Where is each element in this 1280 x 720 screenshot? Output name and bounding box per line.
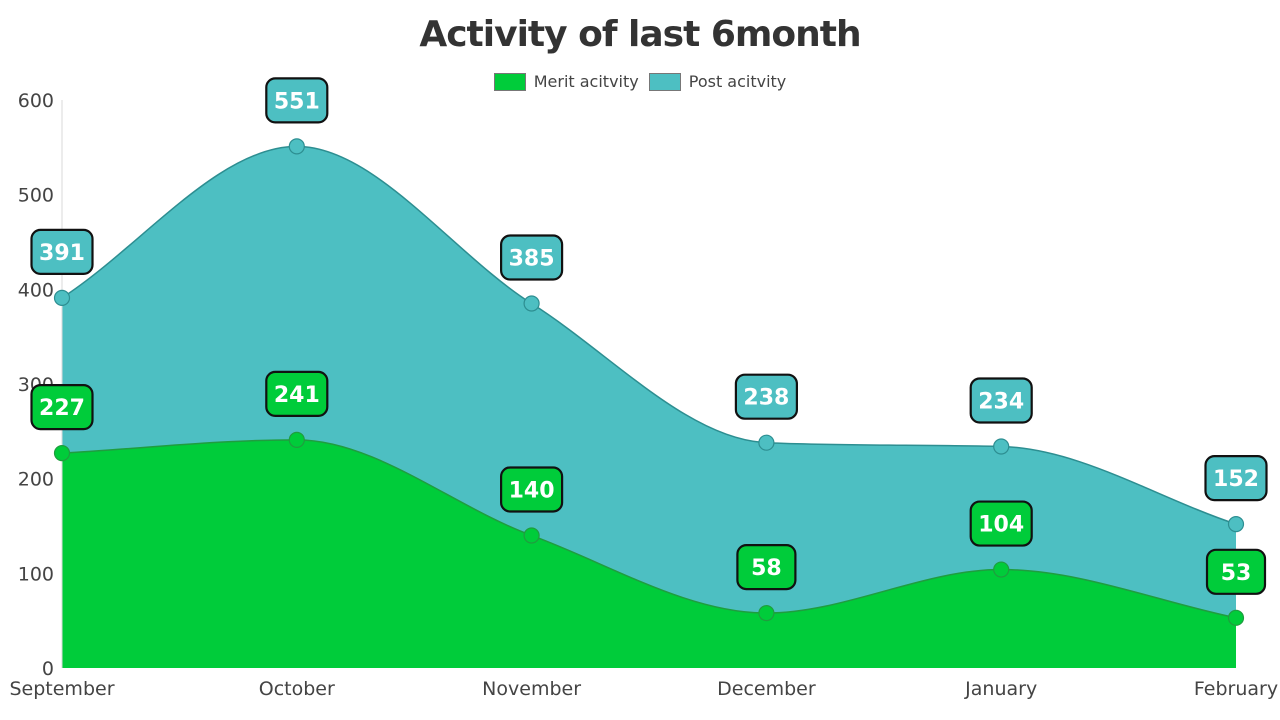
post-point[interactable] (288, 138, 305, 155)
post-data-label: 551 (274, 89, 320, 114)
merit-data-label-box (500, 466, 564, 513)
merit-point[interactable] (523, 527, 540, 544)
x-tick-label: February (1194, 678, 1278, 700)
chart-title: Activity of last 6month (419, 14, 861, 55)
legend-item-merit[interactable]: Merit acitvity (493, 72, 639, 91)
merit-data-label-box (736, 543, 797, 591)
post-line (61, 145, 1237, 525)
merit-data-label: 140 (509, 478, 555, 503)
post-point[interactable] (53, 289, 71, 306)
y-tick-label: 200 (18, 469, 54, 491)
merit-data-label: 104 (978, 513, 1024, 538)
post-data-label: 385 (509, 247, 555, 272)
post-data-label-box (500, 234, 564, 281)
post-point[interactable] (523, 295, 540, 312)
x-tick-label: January (964, 678, 1037, 700)
legend-swatch-post (648, 72, 681, 91)
post-point[interactable] (758, 434, 775, 451)
merit-point[interactable] (288, 431, 305, 448)
legend-swatch-merit (493, 72, 526, 91)
legend-label-merit: Merit acitvity (533, 72, 639, 91)
x-tick-label: October (259, 678, 335, 700)
merit-point[interactable] (993, 561, 1010, 578)
merit-data-label: 227 (39, 396, 85, 421)
legend: Merit acitvity Post acitvity (0, 72, 1280, 91)
x-tick-label: November (482, 678, 581, 700)
post-data-label-box (30, 228, 94, 275)
merit-data-label-box (969, 500, 1033, 547)
post-data-label: 391 (39, 241, 85, 266)
merit-data-label-box (30, 384, 94, 431)
post-point[interactable] (993, 438, 1010, 455)
post-data-label: 234 (978, 389, 1024, 414)
legend-label-post: Post acitvity (688, 72, 787, 91)
post-data-label: 238 (743, 386, 789, 411)
merit-point[interactable] (53, 445, 71, 462)
post-data-label-box (265, 77, 329, 124)
y-tick-label: 100 (18, 563, 54, 585)
merit-point[interactable] (758, 604, 775, 622)
post-data-label: 152 (1213, 467, 1259, 492)
merit-data-label: 53 (1221, 561, 1252, 586)
merit-area (62, 439, 1236, 668)
merit-data-label: 241 (274, 383, 320, 408)
merit-data-label-box (265, 370, 329, 417)
y-tick-label: 0 (42, 658, 54, 680)
y-tick-label: 600 (18, 90, 54, 112)
merit-data-label-box (1205, 548, 1267, 595)
y-tick-label: 500 (18, 185, 54, 207)
post-data-label-box (969, 377, 1033, 424)
merit-point[interactable] (1227, 609, 1245, 626)
merit-line (61, 439, 1237, 619)
legend-item-post[interactable]: Post acitvity (648, 72, 787, 91)
merit-data-label: 58 (751, 556, 782, 581)
x-tick-label: December (717, 678, 816, 700)
post-data-label-box (734, 373, 799, 420)
post-data-label-box (1204, 455, 1268, 502)
x-tick-label: September (9, 678, 114, 700)
post-point[interactable] (1227, 516, 1245, 533)
y-tick-label: 400 (18, 279, 54, 301)
